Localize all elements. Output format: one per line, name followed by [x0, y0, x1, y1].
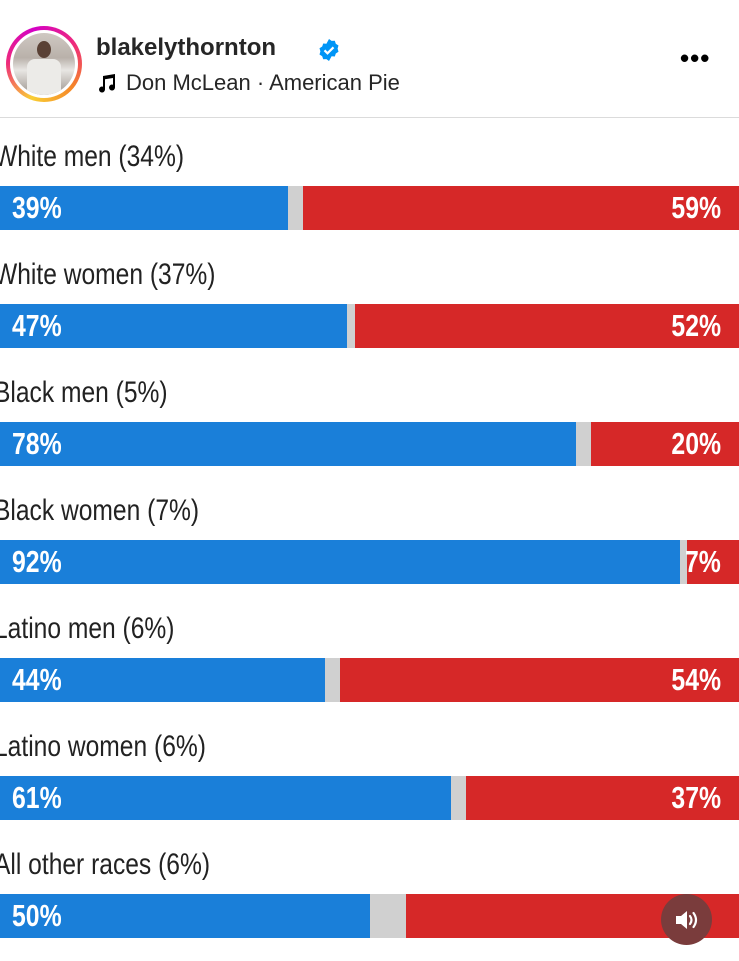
bar-row: 78% 20% [0, 422, 739, 466]
category-label: Latino men (6%) [0, 612, 175, 645]
blue-value-label: 50% [12, 898, 62, 933]
bar-blue [0, 422, 577, 466]
speaker-icon [675, 910, 697, 929]
red-value-label: 52% [671, 308, 721, 343]
bar-row: 44% 54% [0, 658, 739, 702]
bar-red [354, 304, 739, 348]
blue-value-label: 92% [12, 544, 62, 579]
category-label: Latino women (6%) [0, 730, 206, 763]
bar-red [339, 658, 739, 702]
username[interactable]: blakelythornton [96, 34, 277, 61]
bar-row: 47% 52% [0, 304, 739, 348]
bar-blue [0, 186, 289, 230]
blue-value-label: 47% [12, 308, 62, 343]
bar-blue [0, 658, 326, 702]
more-options-button[interactable]: ••• [680, 43, 711, 73]
verified-badge-icon [319, 39, 339, 61]
post-header: blakelythornton Don McLean · American Pi… [0, 0, 739, 118]
song-link[interactable]: Don McLean · American Pie [96, 70, 400, 96]
red-value-label: 59% [671, 190, 721, 225]
red-value-label: 20% [671, 426, 721, 461]
bar-red [591, 422, 739, 466]
bar-blue [0, 304, 348, 348]
music-note-icon [99, 74, 116, 93]
sound-toggle-button[interactable] [661, 894, 712, 945]
bar-row: 50% [0, 894, 739, 938]
blue-value-label: 61% [12, 780, 62, 815]
category-label: White women (37%) [0, 258, 216, 291]
category-label: All other races (6%) [0, 848, 211, 881]
blue-value-label: 44% [12, 662, 62, 697]
red-value-label: 7% [685, 544, 721, 579]
category-label: Black women (7%) [0, 494, 200, 527]
bar-blue [0, 776, 451, 820]
bar-row: 61% 37% [0, 776, 739, 820]
song-title: Don McLean · American Pie [126, 70, 400, 95]
bar-red [687, 540, 739, 584]
category-label: Black men (5%) [0, 376, 168, 409]
bar-row: 92% 7% [0, 540, 739, 584]
bar-blue [0, 894, 370, 938]
blue-value-label: 78% [12, 426, 62, 461]
red-value-label: 37% [671, 780, 721, 815]
bar-blue [0, 540, 680, 584]
avatar-story-ring[interactable] [6, 26, 82, 102]
red-value-label: 54% [671, 662, 721, 697]
blue-value-label: 39% [12, 190, 62, 225]
bar-row: 39% 59% [0, 186, 739, 230]
bar-red [465, 776, 739, 820]
category-label: White men (34%) [0, 140, 185, 173]
bar-red [303, 186, 739, 230]
avatar[interactable] [13, 33, 75, 95]
